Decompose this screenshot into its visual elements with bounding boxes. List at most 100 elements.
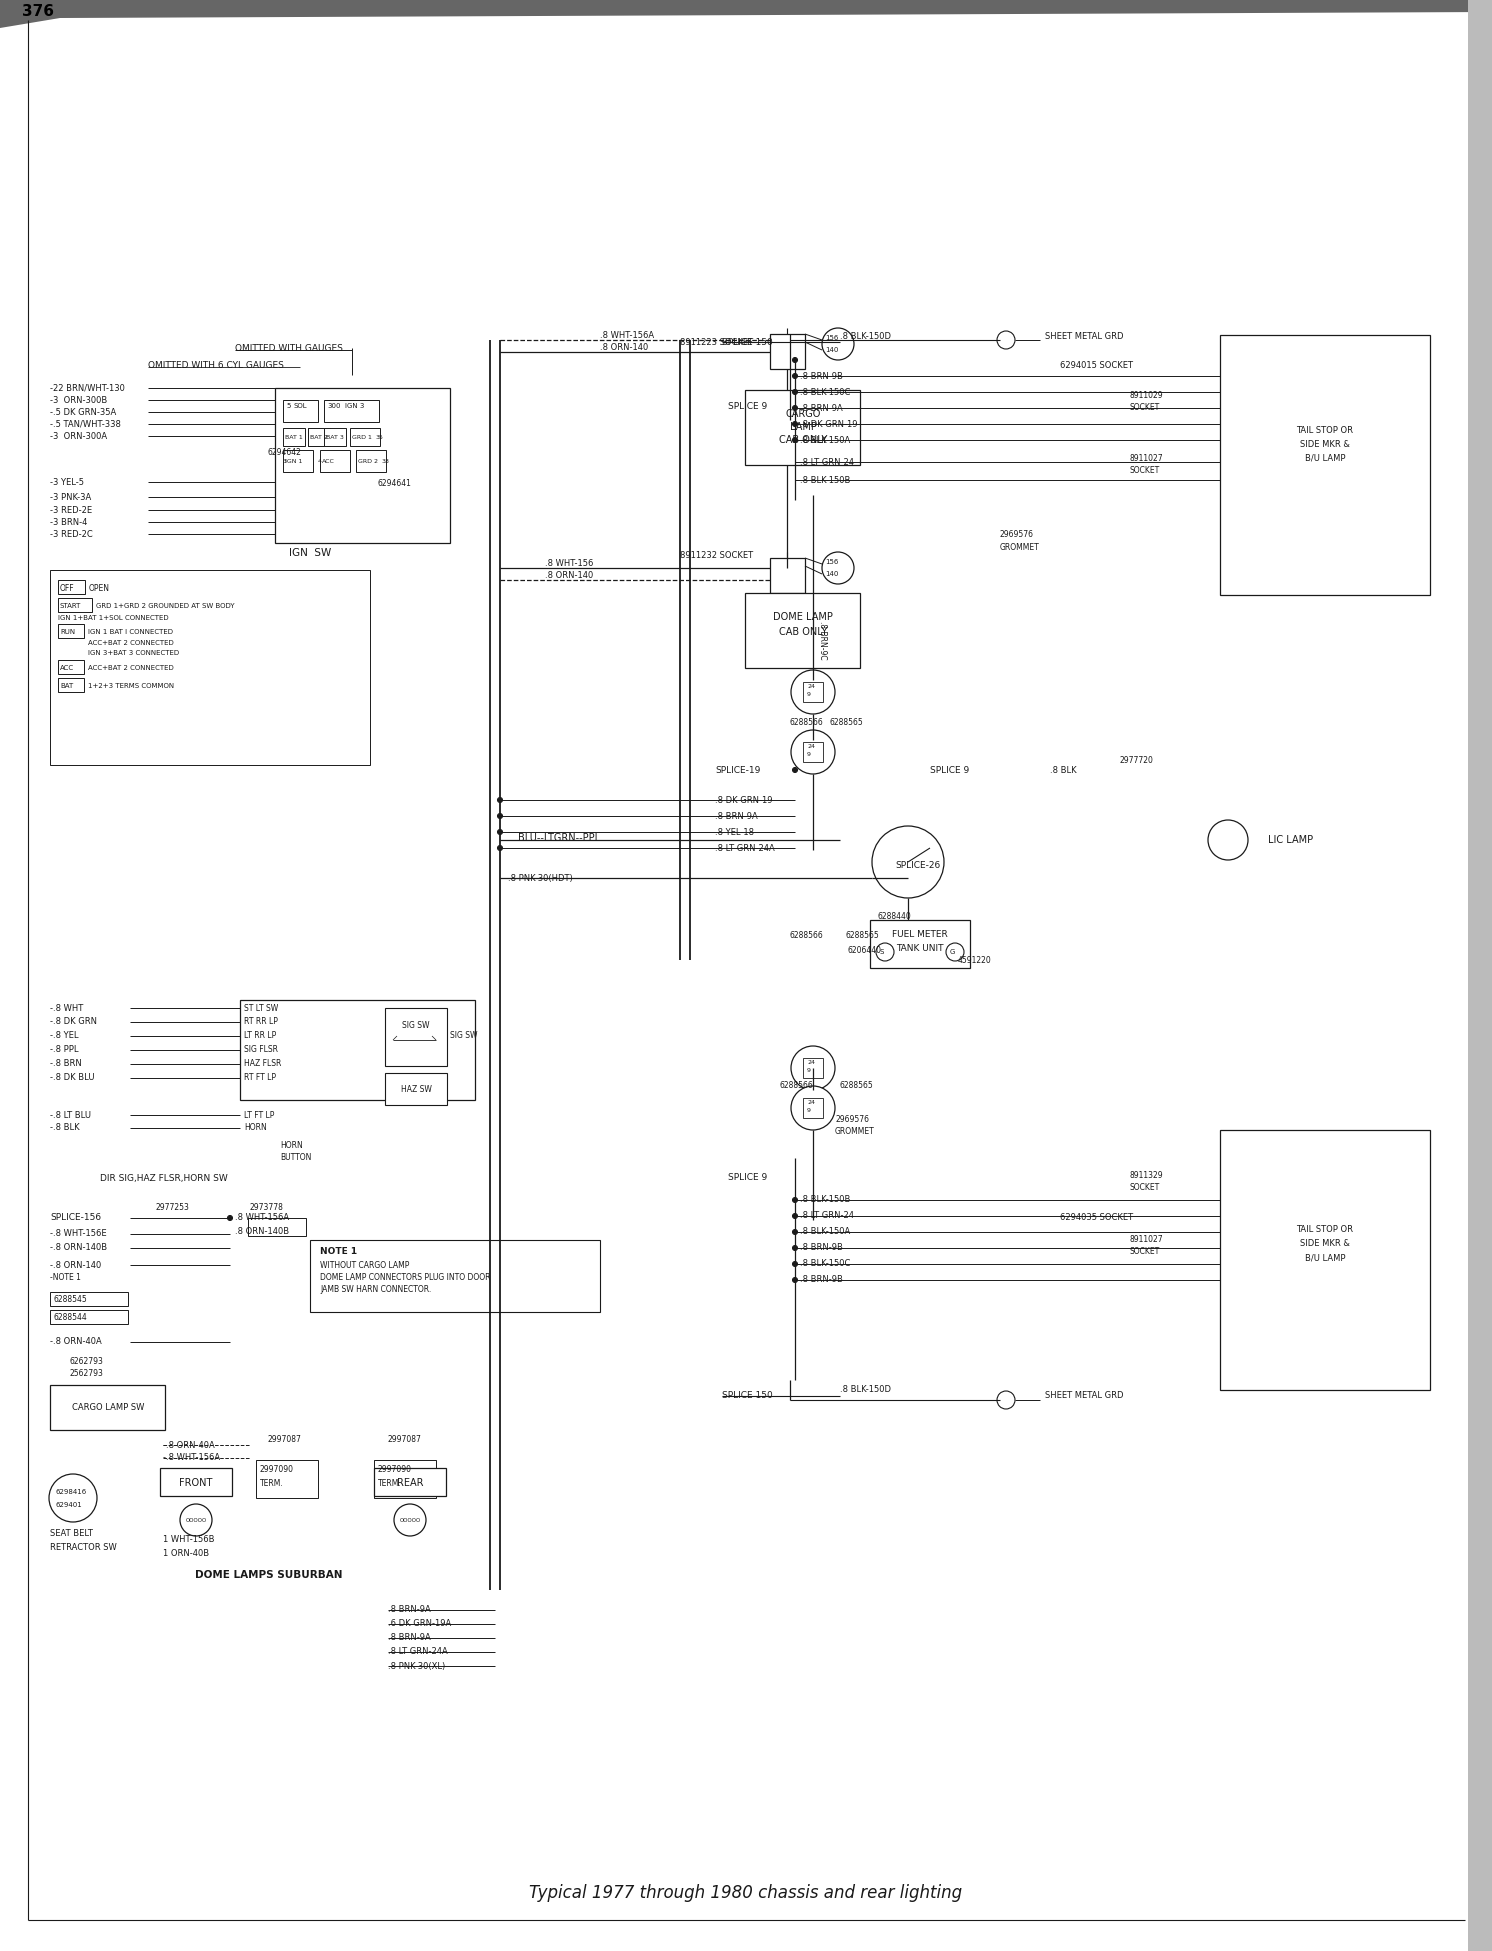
- Bar: [240, 1001, 474, 1100]
- Text: .8 BRN-9A: .8 BRN-9A: [715, 812, 758, 821]
- Bar: [51, 1385, 166, 1430]
- Text: HAZ FLSR: HAZ FLSR: [245, 1059, 282, 1069]
- Bar: [248, 1217, 306, 1237]
- Text: .8 WHT-156: .8 WHT-156: [545, 558, 594, 568]
- Text: CARGO LAMP SW: CARGO LAMP SW: [72, 1403, 145, 1413]
- Text: GROMMET: GROMMET: [836, 1128, 874, 1137]
- Text: 8911223 SOCKET: 8911223 SOCKET: [680, 338, 753, 347]
- Text: -.8 PNK-30(HDT): -.8 PNK-30(HDT): [504, 874, 573, 882]
- Circle shape: [181, 1504, 212, 1535]
- Text: BAT: BAT: [60, 683, 73, 689]
- Bar: [770, 558, 806, 593]
- Text: 8911029: 8911029: [1129, 390, 1164, 400]
- Text: -.8 BRN: -.8 BRN: [51, 1059, 82, 1069]
- Text: B/U LAMP: B/U LAMP: [1304, 1253, 1346, 1262]
- Text: -.5 DK GRN-35A: -.5 DK GRN-35A: [51, 408, 116, 416]
- Bar: [257, 1459, 318, 1498]
- Text: 24: 24: [807, 1100, 815, 1104]
- Text: OOOOO: OOOOO: [185, 1518, 206, 1522]
- Bar: [357, 451, 386, 472]
- Text: GRD 1: GRD 1: [352, 435, 372, 439]
- Text: 6288565: 6288565: [830, 718, 864, 726]
- Bar: [58, 599, 93, 613]
- Text: .8 BLK-150D: .8 BLK-150D: [840, 332, 891, 341]
- Bar: [385, 1009, 448, 1065]
- Text: -NOTE 1: -NOTE 1: [51, 1274, 81, 1282]
- Circle shape: [792, 406, 798, 410]
- Circle shape: [792, 373, 798, 378]
- Text: 1 ORN-40B: 1 ORN-40B: [163, 1549, 209, 1557]
- Circle shape: [822, 552, 853, 583]
- Text: SHEET METAL GRD: SHEET METAL GRD: [1044, 1391, 1123, 1401]
- Text: BAT 3: BAT 3: [325, 435, 343, 439]
- Text: G: G: [949, 948, 955, 954]
- Text: 140: 140: [825, 572, 839, 577]
- Circle shape: [871, 825, 944, 897]
- Text: JAMB SW HARN CONNECTOR.: JAMB SW HARN CONNECTOR.: [319, 1284, 431, 1294]
- Text: HORN: HORN: [245, 1124, 267, 1132]
- Text: BAT 1: BAT 1: [285, 435, 303, 439]
- Text: IGN 1 BAT I CONNECTED: IGN 1 BAT I CONNECTED: [88, 628, 173, 634]
- Text: TERM.: TERM.: [377, 1479, 401, 1487]
- Circle shape: [997, 332, 1015, 349]
- Text: 6294015 SOCKET: 6294015 SOCKET: [1059, 361, 1132, 369]
- Text: RT RR LP: RT RR LP: [245, 1018, 278, 1026]
- Text: .8 YEL-18: .8 YEL-18: [715, 827, 753, 837]
- Text: -3 PNK-3A: -3 PNK-3A: [51, 492, 91, 501]
- Text: 2973778: 2973778: [251, 1204, 283, 1212]
- Text: LAMP: LAMP: [789, 421, 816, 431]
- Text: 156: 156: [825, 336, 839, 341]
- Bar: [324, 400, 379, 421]
- Text: DIR SIG,HAZ FLSR,HORN SW: DIR SIG,HAZ FLSR,HORN SW: [100, 1173, 228, 1182]
- Text: .8 LT GRN-24: .8 LT GRN-24: [800, 457, 853, 466]
- Bar: [51, 570, 370, 765]
- Text: TAIL STOP OR: TAIL STOP OR: [1297, 425, 1353, 435]
- Circle shape: [791, 1046, 836, 1091]
- Text: 6288566: 6288566: [780, 1081, 813, 1089]
- Text: .8 BLK-150B: .8 BLK-150B: [800, 1196, 850, 1204]
- Bar: [745, 390, 859, 464]
- Text: SOCKET: SOCKET: [1129, 1182, 1161, 1192]
- Text: 6288566: 6288566: [789, 931, 824, 940]
- Text: IGN 1+BAT 1+SOL CONNECTED: IGN 1+BAT 1+SOL CONNECTED: [58, 615, 169, 620]
- Text: 5: 5: [286, 404, 291, 410]
- Text: TERM.: TERM.: [260, 1479, 283, 1487]
- Text: SIG SW: SIG SW: [451, 1030, 477, 1040]
- Bar: [1468, 0, 1492, 1951]
- Text: .8 DK GRN-19: .8 DK GRN-19: [715, 796, 773, 804]
- Text: 9: 9: [807, 751, 812, 757]
- Bar: [351, 427, 380, 447]
- Text: START: START: [60, 603, 82, 609]
- Text: .8 LT GRN-24A: .8 LT GRN-24A: [715, 843, 774, 853]
- Circle shape: [792, 421, 798, 427]
- Bar: [310, 1241, 600, 1311]
- Text: CARGO: CARGO: [785, 410, 821, 419]
- Text: 3: 3: [283, 458, 286, 464]
- Text: -3  ORN-300A: -3 ORN-300A: [51, 431, 107, 441]
- Text: IGN 1: IGN 1: [285, 458, 303, 464]
- Text: .8 BRN-9A: .8 BRN-9A: [388, 1633, 431, 1643]
- Text: ACC: ACC: [60, 665, 75, 671]
- Text: 9: 9: [807, 1108, 812, 1112]
- Text: 8911027: 8911027: [1129, 1235, 1164, 1245]
- Text: .6 DK GRN-19A: .6 DK GRN-19A: [388, 1619, 451, 1629]
- Circle shape: [227, 1215, 233, 1221]
- Text: OOOOO: OOOOO: [400, 1518, 421, 1522]
- Text: FUEL METER: FUEL METER: [892, 929, 947, 938]
- Text: SPLICE 150: SPLICE 150: [722, 1391, 773, 1401]
- Circle shape: [997, 1391, 1015, 1409]
- Text: -22 BRN/WHT-130: -22 BRN/WHT-130: [51, 384, 125, 392]
- Bar: [803, 683, 824, 702]
- Text: .8 BLK-150B: .8 BLK-150B: [800, 476, 850, 484]
- Text: 6294642: 6294642: [269, 447, 301, 457]
- Text: BUTTON: BUTTON: [280, 1153, 312, 1161]
- Text: .8 BRN-9A: .8 BRN-9A: [388, 1606, 431, 1615]
- Text: B/U LAMP: B/U LAMP: [1304, 453, 1346, 462]
- Bar: [803, 1057, 824, 1079]
- Bar: [283, 400, 318, 421]
- Bar: [870, 921, 970, 968]
- Text: GRD 2: GRD 2: [358, 458, 377, 464]
- Bar: [803, 1098, 824, 1118]
- Circle shape: [49, 1475, 97, 1522]
- Text: DOME LAMPS SUBURBAN: DOME LAMPS SUBURBAN: [195, 1571, 343, 1580]
